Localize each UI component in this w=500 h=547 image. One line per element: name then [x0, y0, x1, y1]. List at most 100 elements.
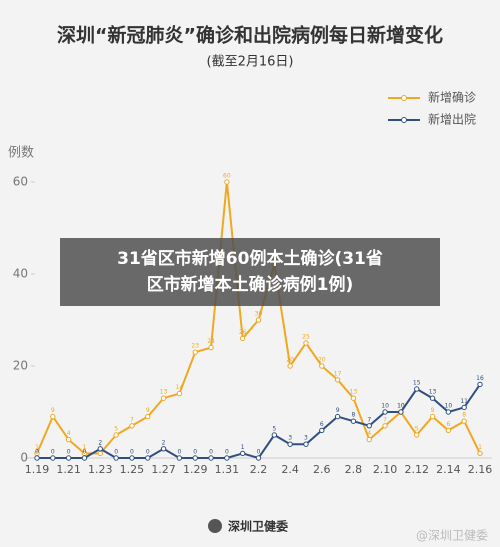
legend-marker — [401, 117, 407, 123]
value-label: 2 — [162, 439, 166, 446]
value-label: 1 — [35, 444, 39, 451]
value-label: 60 — [223, 173, 231, 180]
value-label: 1 — [241, 444, 245, 451]
point — [192, 455, 198, 461]
value-label: 0 — [225, 449, 229, 456]
value-label: 0 — [51, 449, 55, 456]
point — [477, 381, 483, 388]
y-tick-label: 0 — [20, 451, 28, 465]
footer-text: 深圳卫健委 — [228, 519, 289, 534]
point — [129, 423, 135, 429]
x-tick-label: 2.2 — [250, 463, 268, 476]
y-axis-label: 例数 — [8, 146, 34, 161]
legend-label: 新增确诊 — [428, 90, 476, 105]
value-label: 1 — [478, 444, 482, 451]
value-label: 10 — [445, 403, 453, 410]
watermark: @深圳卫健委 — [416, 529, 488, 543]
point — [429, 413, 436, 420]
value-label: 14 — [176, 384, 184, 391]
point — [303, 441, 309, 447]
point — [255, 317, 262, 323]
value-label: 0 — [146, 449, 150, 456]
series-line — [37, 383, 481, 460]
value-label: 13 — [160, 389, 168, 396]
point — [477, 450, 483, 457]
y-tick-label: 40 — [13, 267, 28, 281]
value-label: 8 — [462, 412, 466, 419]
point — [366, 436, 372, 443]
x-tick-label: 1.23 — [88, 463, 113, 476]
point — [192, 349, 198, 355]
footer: 深圳卫健委 — [208, 519, 289, 534]
point — [334, 413, 341, 420]
value-label: 26 — [239, 329, 247, 336]
value-label: 4 — [367, 430, 371, 437]
value-label: 20 — [318, 357, 326, 364]
value-label: 0 — [67, 449, 71, 456]
value-label: 1 — [83, 444, 87, 451]
point — [129, 455, 135, 461]
legend-label: 新增出院 — [428, 112, 476, 127]
x-tick-label: 1.29 — [183, 463, 208, 476]
point — [160, 395, 167, 401]
x-tick-label: 2.8 — [345, 463, 363, 476]
footer-icon — [208, 519, 222, 533]
value-label: 6 — [446, 421, 450, 428]
point — [445, 427, 452, 434]
x-tick-label: 2.10 — [373, 463, 398, 476]
value-label: 10 — [397, 403, 405, 410]
value-label: 0 — [193, 449, 197, 456]
value-label: 7 — [383, 416, 387, 423]
point — [176, 455, 183, 461]
value-label: 0 — [83, 449, 87, 456]
value-label: 3 — [288, 435, 292, 442]
point — [81, 455, 88, 461]
point — [65, 455, 72, 461]
x-tick-label: 1.31 — [215, 463, 240, 476]
point — [445, 409, 452, 415]
point — [271, 432, 278, 438]
point — [239, 450, 246, 457]
value-label: 25 — [302, 334, 310, 341]
x-tick-label: 1.27 — [151, 463, 176, 476]
x-tick-label: 1.19 — [25, 463, 50, 476]
value-label: 8 — [352, 412, 356, 419]
point — [224, 455, 230, 461]
value-label: 11 — [460, 398, 468, 405]
point — [34, 455, 40, 461]
value-label: 9 — [51, 407, 55, 414]
point — [255, 455, 262, 461]
point — [319, 427, 325, 434]
point — [208, 344, 214, 351]
point — [97, 450, 103, 457]
point — [224, 179, 230, 185]
point — [350, 418, 357, 424]
value-label: 0 — [130, 449, 134, 456]
x-tick-label: 2.4 — [281, 463, 299, 476]
value-label: 0 — [177, 449, 181, 456]
x-tick-label: 2.16 — [468, 463, 493, 476]
point — [334, 377, 341, 383]
point — [461, 418, 467, 424]
point — [398, 409, 404, 415]
point — [414, 386, 420, 392]
point — [287, 363, 293, 369]
value-label: 30 — [255, 311, 263, 318]
point — [461, 404, 467, 411]
value-label: 5 — [114, 426, 118, 433]
point — [113, 455, 119, 461]
value-label: 0 — [114, 449, 118, 456]
value-label: 15 — [413, 380, 421, 387]
value-label: 16 — [476, 375, 484, 382]
point — [113, 432, 119, 438]
value-label: 24 — [207, 338, 215, 345]
chart-subtitle: (截至2月16日) — [207, 55, 294, 70]
value-label: 23 — [191, 343, 199, 350]
x-tick-label: 2.6 — [313, 463, 331, 476]
point — [50, 413, 56, 420]
value-label: 10 — [381, 403, 389, 410]
value-label: 6 — [320, 421, 324, 428]
point — [287, 441, 293, 447]
value-label: 9 — [431, 407, 435, 414]
value-label: 9 — [146, 407, 150, 414]
